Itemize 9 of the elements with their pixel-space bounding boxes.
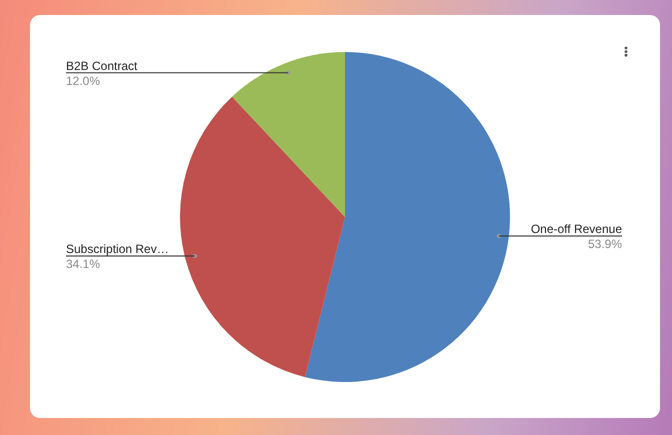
pie-slice [180,96,345,378]
pie-slice [304,52,510,382]
pie-slice [232,52,345,217]
data-label: 34.1% [66,257,100,272]
slice-label: One-off Revenue [530,222,622,236]
data-label: 53.9% [588,236,622,251]
slice-label: Subscription Rev… [66,242,169,256]
slice-label: B2B Contract [66,58,138,73]
data-label: 12.0% [66,74,100,88]
